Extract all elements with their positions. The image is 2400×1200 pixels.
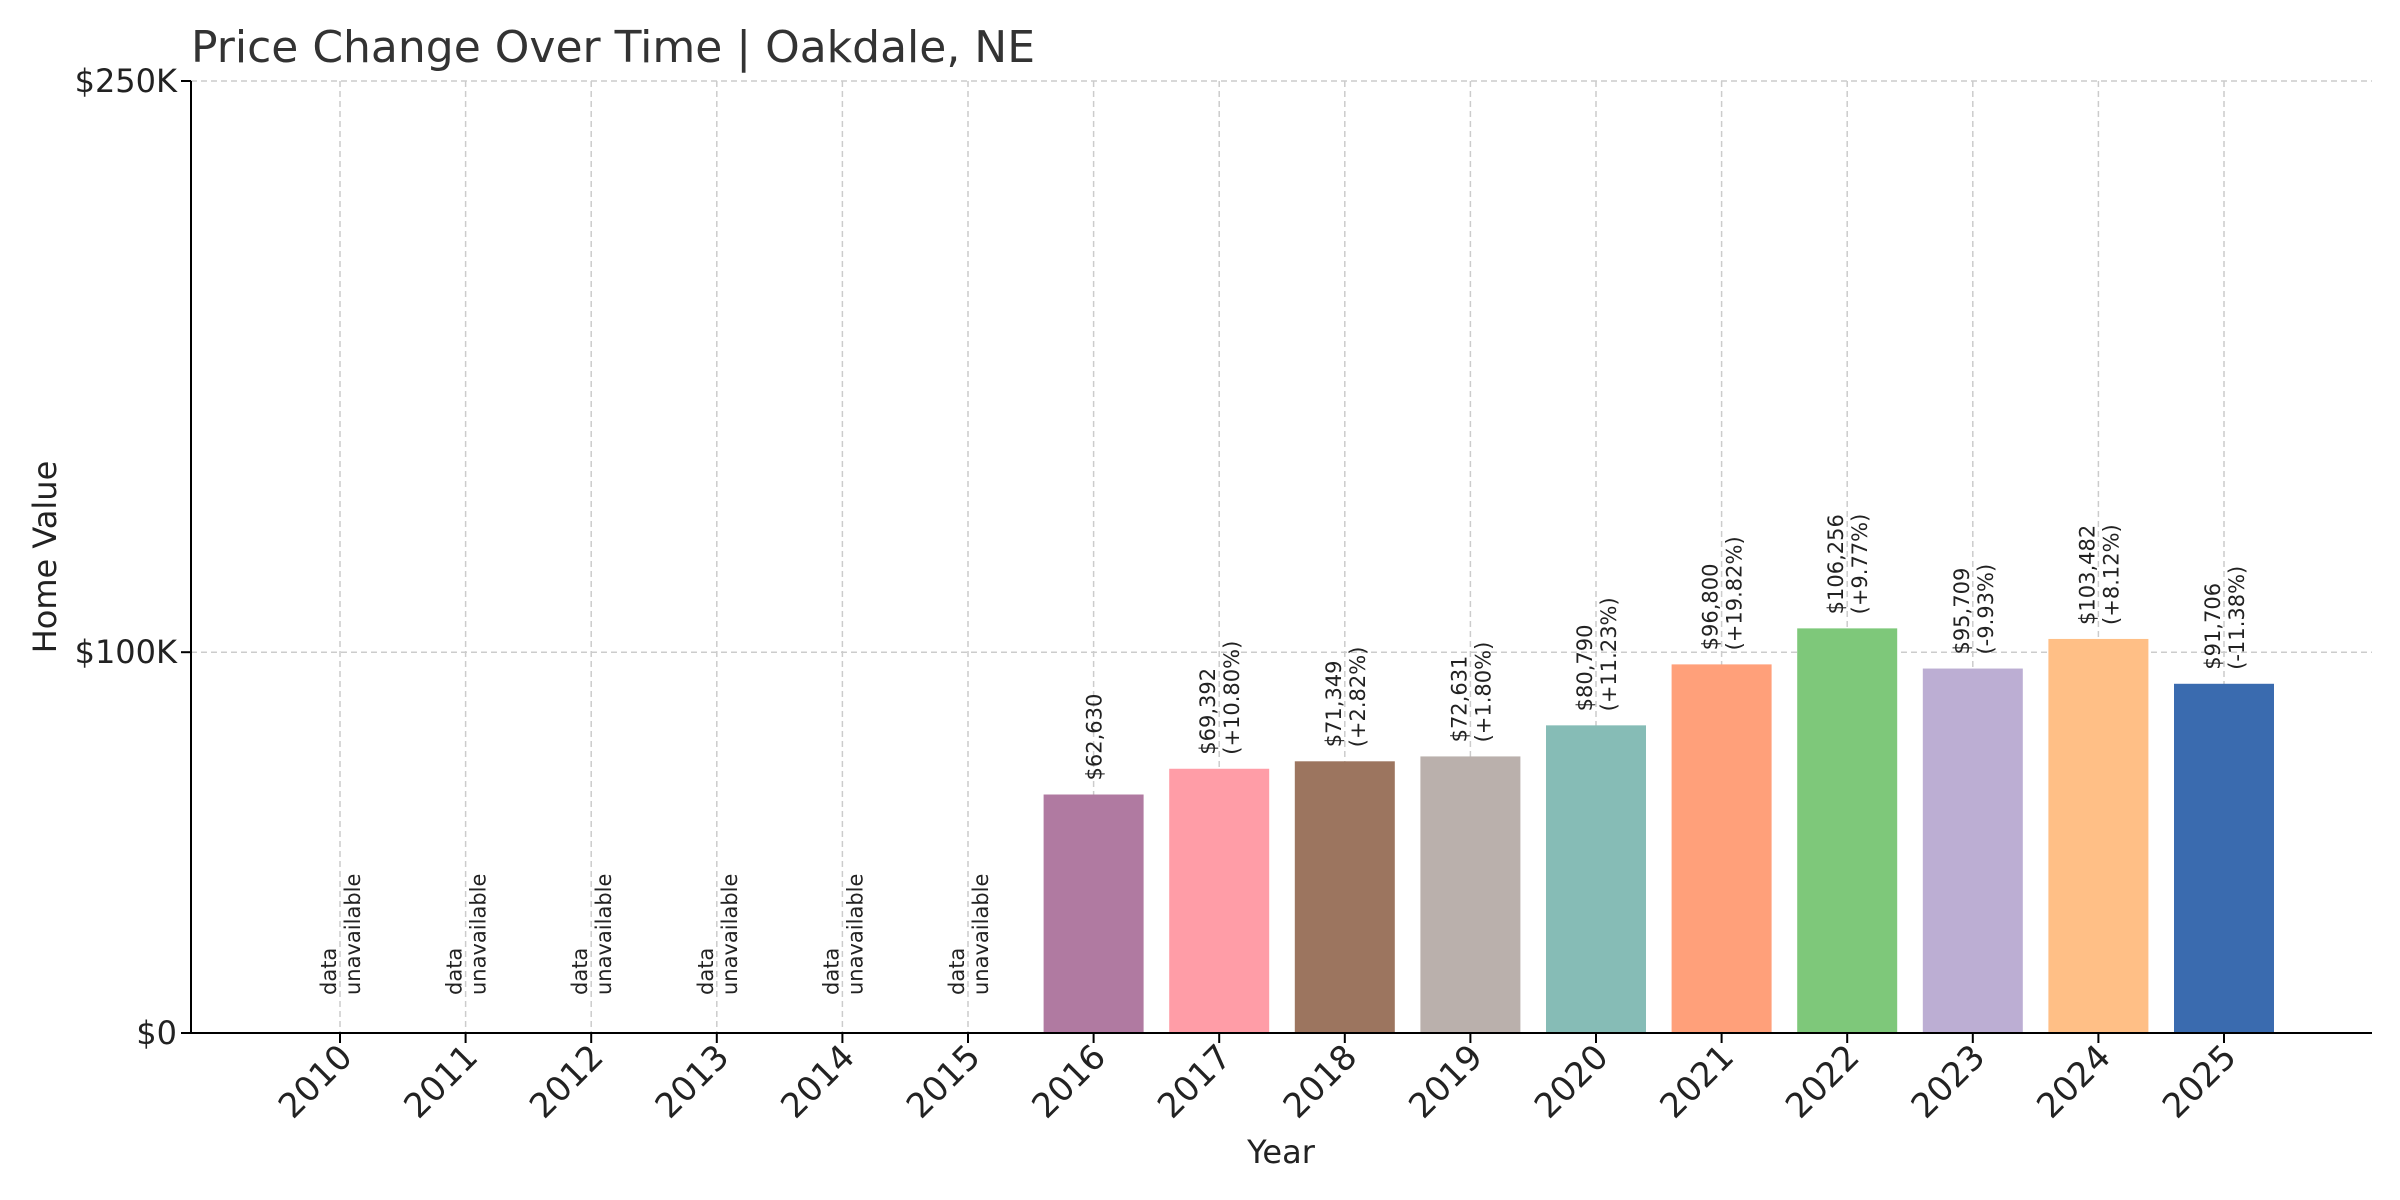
unavailable-label-line1: data	[568, 948, 592, 995]
value-label-2025: $91,706	[2201, 583, 2225, 670]
data-label-group-2017: $69,392 (+10.80%)	[1196, 641, 1244, 755]
data-label-group-2025: $91,706 (-11.38%)	[2201, 566, 2249, 670]
unavailable-label-line1: data	[317, 948, 341, 995]
unavailable-label-line2: unavailable	[969, 874, 993, 995]
x-tick-label-2019: 2019	[1401, 1037, 1490, 1126]
change-label-2025: (-11.38%)	[2225, 566, 2249, 670]
x-tick-label-2017: 2017	[1150, 1037, 1239, 1126]
y-tick-label: $250K	[75, 62, 178, 100]
bar-2022	[1797, 628, 1898, 1033]
x-tick-label-2011: 2011	[396, 1037, 485, 1126]
x-tick-label-2024: 2024	[2029, 1037, 2118, 1126]
bar-2019	[1420, 756, 1521, 1033]
data-label-group-2019: $72,631 (+1.80%)	[1447, 642, 1495, 743]
unavailable-label-line2: unavailable	[467, 874, 491, 995]
x-tick-label-2025: 2025	[2155, 1037, 2244, 1126]
value-label-2016: $62,630	[1083, 694, 1107, 781]
value-label-2017: $69,392	[1196, 668, 1220, 755]
unavailable-label-group-2014: data unavailable	[819, 874, 867, 995]
x-axis-label: Year	[1246, 1133, 1316, 1171]
value-label-2024: $103,482	[2075, 525, 2099, 625]
bar-2021	[1671, 664, 1772, 1033]
change-label-2021: (+19.82%)	[1723, 536, 1747, 650]
x-tick-label-2015: 2015	[899, 1037, 988, 1126]
bar-2024	[2048, 638, 2149, 1033]
bar-2020	[1546, 725, 1646, 1033]
bar-2016	[1043, 794, 1144, 1033]
change-label-2017: (+10.80%)	[1220, 641, 1244, 755]
change-label-2018: (+2.82%)	[1346, 647, 1370, 748]
data-label-group-2023: $95,709 (-9.93%)	[1950, 564, 1998, 655]
unavailable-label-line2: unavailable	[843, 874, 867, 995]
y-tick-label: $100K	[75, 633, 178, 671]
value-label-2019: $72,631	[1447, 656, 1471, 743]
x-tick-label-2010: 2010	[271, 1037, 360, 1126]
bar-2017	[1169, 768, 1270, 1033]
value-label-2022: $106,256	[1824, 514, 1848, 614]
change-label-2020: (+11.23%)	[1597, 597, 1621, 711]
value-label-2020: $80,790	[1573, 625, 1597, 712]
unavailable-label-line1: data	[945, 948, 969, 995]
unavailable-label-group-2011: data unavailable	[443, 874, 491, 995]
unavailable-label-line1: data	[443, 948, 467, 995]
data-label-group-2016: $62,630	[1083, 694, 1107, 781]
unavailable-label-line2: unavailable	[341, 874, 365, 995]
grid-layer	[191, 80, 2372, 1033]
bar-2018	[1294, 761, 1395, 1033]
change-label-2024: (+8.12%)	[2099, 524, 2123, 625]
data-label-group-2024: $103,482 (+8.12%)	[2075, 524, 2123, 625]
x-tick-label-2021: 2021	[1652, 1037, 1741, 1126]
value-label-2023: $95,709	[1950, 568, 1974, 655]
change-label-2023: (-9.93%)	[1974, 564, 1998, 655]
data-label-group-2022: $106,256 (+9.77%)	[1824, 514, 1872, 615]
y-tick-label: $0	[136, 1014, 177, 1052]
label-layer: data unavailable data unavailable data unavai…	[317, 514, 2249, 995]
x-tick-label-2022: 2022	[1778, 1037, 1867, 1126]
unavailable-label-line2: unavailable	[592, 874, 616, 995]
unavailable-label-group-2015: data unavailable	[945, 874, 993, 995]
unavailable-label-line2: unavailable	[718, 874, 742, 995]
chart-title: Price Change Over Time | Oakdale, NE	[191, 22, 1035, 73]
change-label-2022: (+9.77%)	[1848, 514, 1872, 615]
value-label-2018: $71,349	[1322, 660, 1346, 747]
data-label-group-2020: $80,790 (+11.23%)	[1573, 597, 1621, 711]
unavailable-label-group-2010: data unavailable	[317, 874, 365, 995]
x-tick-label-2013: 2013	[648, 1037, 737, 1126]
data-label-group-2021: $96,800 (+19.82%)	[1699, 536, 1747, 650]
bar-2023	[1922, 668, 2023, 1033]
unavailable-label-group-2013: data unavailable	[694, 874, 742, 995]
unavailable-label-line1: data	[694, 948, 718, 995]
y-axis-label: Home Value	[26, 461, 64, 654]
x-tick-label-2023: 2023	[1904, 1037, 1993, 1126]
change-label-2019: (+1.80%)	[1471, 642, 1495, 743]
bar-layer	[1043, 628, 2274, 1033]
unavailable-label-line1: data	[819, 948, 843, 995]
x-tick-label-2020: 2020	[1527, 1037, 1616, 1126]
x-tick-label-2016: 2016	[1024, 1037, 1113, 1126]
value-label-2021: $96,800	[1699, 564, 1723, 651]
unavailable-label-group-2012: data unavailable	[568, 874, 616, 995]
data-label-group-2018: $71,349 (+2.82%)	[1322, 647, 1370, 748]
x-tick-label-2012: 2012	[522, 1037, 611, 1126]
x-tick-label-2018: 2018	[1276, 1037, 1365, 1126]
bar-2025	[2174, 683, 2274, 1033]
x-tick-label-2014: 2014	[773, 1037, 862, 1126]
